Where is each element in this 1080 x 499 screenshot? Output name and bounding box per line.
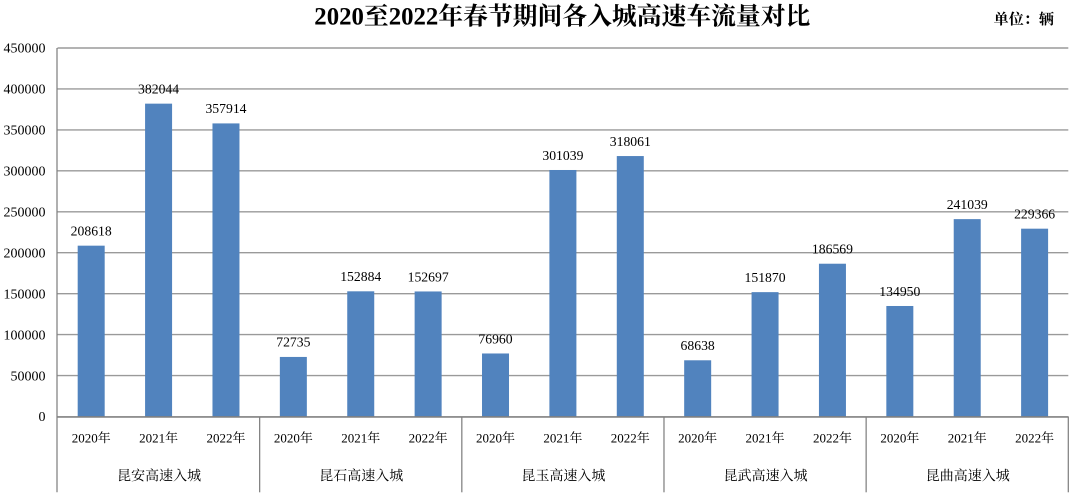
svg-text:208618: 208618	[71, 223, 112, 238]
svg-text:2021: 2021	[139, 430, 165, 445]
svg-text:2022: 2022	[389, 4, 439, 31]
svg-text:200000: 200000	[4, 246, 46, 261]
svg-text:250000: 250000	[4, 205, 46, 220]
svg-text:450000: 450000	[4, 42, 46, 57]
svg-text:350000: 350000	[4, 124, 46, 139]
svg-text:2021: 2021	[948, 430, 974, 445]
svg-text:2021: 2021	[341, 430, 367, 445]
svg-text:2020: 2020	[72, 430, 98, 445]
svg-text:2022: 2022	[1015, 430, 1041, 445]
svg-text:357914: 357914	[205, 101, 246, 116]
svg-text:72735: 72735	[276, 335, 310, 350]
svg-text:76960: 76960	[478, 331, 512, 346]
svg-text:400000: 400000	[4, 83, 46, 98]
svg-text:186569: 186569	[812, 242, 853, 257]
svg-text:2021: 2021	[543, 430, 569, 445]
svg-text:0: 0	[39, 410, 46, 425]
svg-text:2022: 2022	[611, 430, 637, 445]
svg-text:2022: 2022	[206, 430, 232, 445]
svg-text:151870: 151870	[745, 270, 786, 285]
svg-text:50000: 50000	[11, 369, 46, 384]
svg-text:152884: 152884	[340, 269, 381, 284]
svg-text:2022: 2022	[409, 430, 435, 445]
svg-text:100000: 100000	[4, 328, 46, 343]
svg-text:2020: 2020	[678, 430, 704, 445]
svg-text:68638: 68638	[681, 338, 715, 353]
svg-text:241039: 241039	[947, 197, 988, 212]
svg-text:301039: 301039	[542, 148, 583, 163]
svg-text:382044: 382044	[138, 81, 179, 96]
svg-text:150000: 150000	[4, 287, 46, 302]
svg-text:152697: 152697	[408, 269, 449, 284]
svg-text:2020: 2020	[476, 430, 502, 445]
svg-text:300000: 300000	[4, 165, 46, 180]
svg-text:2020: 2020	[314, 4, 364, 31]
svg-text:2020: 2020	[274, 430, 300, 445]
svg-text:229366: 229366	[1014, 206, 1055, 221]
svg-text:2022: 2022	[813, 430, 839, 445]
svg-text:134950: 134950	[879, 284, 920, 299]
svg-text:318061: 318061	[610, 134, 651, 149]
svg-text:2021: 2021	[746, 430, 772, 445]
svg-text:2020: 2020	[880, 430, 906, 445]
